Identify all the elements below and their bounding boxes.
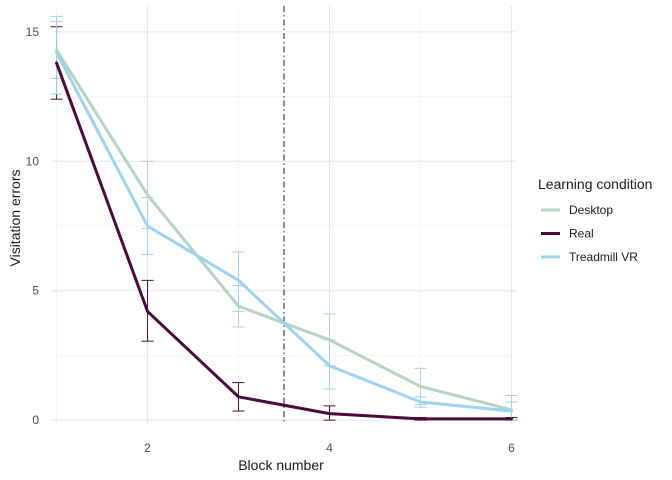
x-tick-label: 6 (508, 441, 515, 455)
x-tick-label: 4 (326, 441, 333, 455)
x-tick-label: 2 (144, 441, 151, 455)
y-tick-label: 15 (26, 25, 40, 39)
legend-title: Learning condition (538, 176, 652, 192)
series-line-treadmill-vr (55, 51, 513, 413)
series-lines (55, 48, 513, 421)
x-axis-ticks: 2 4 6 (144, 441, 515, 455)
y-tick-label: 5 (32, 284, 39, 298)
series-line-real (55, 61, 513, 421)
legend-label-real: Real (569, 227, 594, 241)
y-tick-label: 0 (32, 413, 39, 427)
y-tick-label: 10 (26, 154, 40, 168)
legend-label-treadmill-vr: Treadmill VR (569, 250, 638, 264)
y-axis-title: Visitation errors (7, 169, 23, 266)
y-axis-ticks: 0 5 10 15 (26, 25, 40, 427)
x-axis-title: Block number (238, 457, 324, 473)
legend: Learning condition Desktop Real Treadmill … (538, 176, 652, 264)
legend-label-desktop: Desktop (569, 203, 613, 217)
